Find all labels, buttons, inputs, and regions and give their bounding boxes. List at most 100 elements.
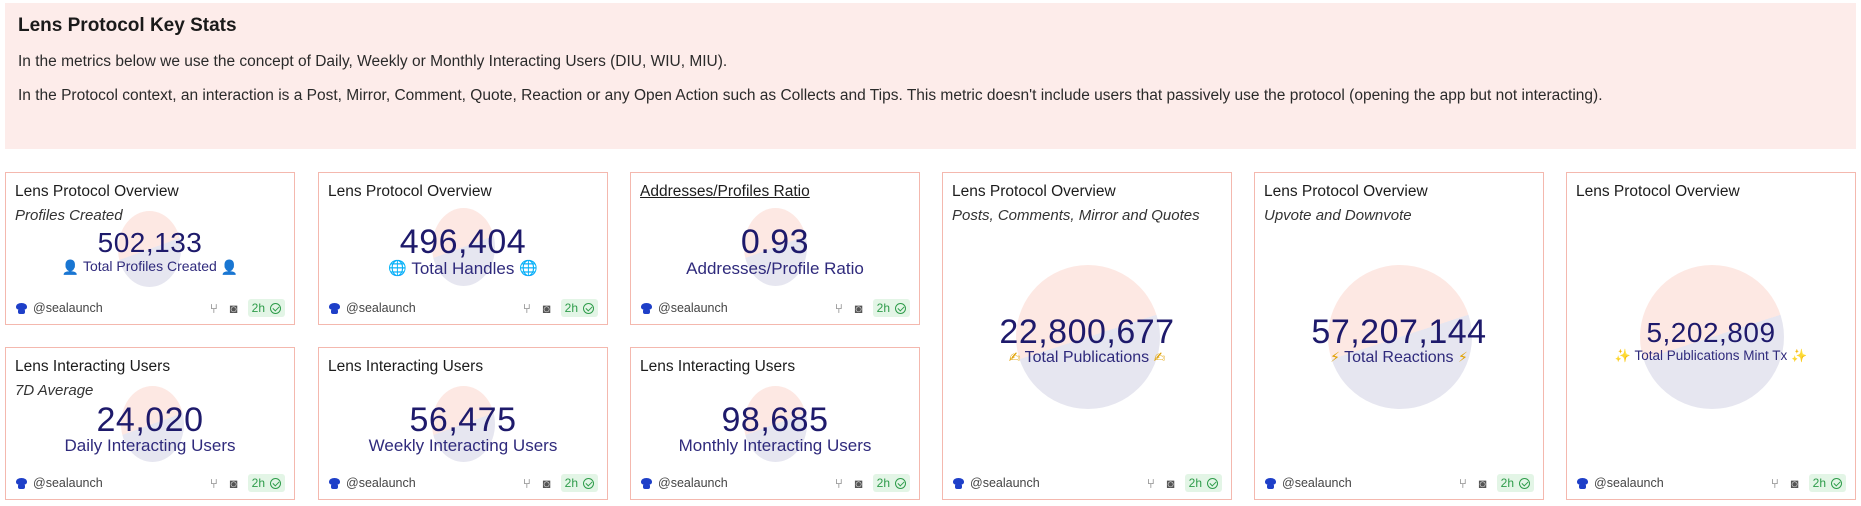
card-footer: @sealaunch ⑂ ◙ 2h	[328, 473, 598, 493]
sealaunch-logo-icon	[640, 302, 653, 314]
sealaunch-logo-icon	[15, 477, 28, 489]
author-handle[interactable]: @sealaunch	[346, 476, 416, 490]
sparkles-icon: ✨	[1791, 348, 1808, 364]
card-addresses-profiles-ratio[interactable]: Addresses/Profiles Ratio 0.93 Addresses/…	[630, 172, 920, 325]
fork-icon[interactable]: ⑂	[1146, 475, 1155, 491]
banner-paragraph-2: In the Protocol context, an interaction …	[18, 87, 1603, 104]
globe-icon: 🌐	[519, 260, 538, 278]
counter-label-row: 👤 Total Profiles Created 👤	[6, 258, 294, 275]
card-total-reactions[interactable]: Lens Protocol Overview Upvote and Downvo…	[1254, 172, 1544, 500]
card-total-publications[interactable]: Lens Protocol Overview Posts, Comments, …	[942, 172, 1232, 500]
writing-hand-icon: ✍	[1153, 349, 1166, 366]
author-handle[interactable]: @sealaunch	[1282, 476, 1352, 490]
author-link[interactable]: @sealaunch	[640, 476, 728, 490]
counter-pie-background	[1016, 265, 1160, 409]
camera-icon[interactable]: ◙	[854, 300, 863, 316]
author-handle[interactable]: @sealaunch	[1594, 476, 1664, 490]
refresh-badge: 2h	[1184, 474, 1222, 492]
refresh-badge: 2h	[247, 474, 285, 492]
counter-pie-background	[1640, 265, 1784, 409]
camera-icon[interactable]: ◙	[542, 475, 551, 491]
author-link[interactable]: @sealaunch	[640, 301, 728, 315]
card-footer: @sealaunch ⑂ ◙ 2h	[15, 473, 285, 493]
card-weekly-interacting-users[interactable]: Lens Interacting Users 56,475 Weekly Int…	[318, 347, 608, 500]
refresh-badge: 2h	[872, 474, 910, 492]
counter-pie-background	[744, 386, 807, 462]
fork-icon[interactable]: ⑂	[209, 475, 218, 491]
card-footer: @sealaunch ⑂ ◙ 2h	[952, 473, 1222, 493]
card-title[interactable]: Lens Protocol Overview	[1576, 183, 1740, 200]
globe-icon: 🌐	[388, 260, 407, 278]
refresh-age: 2h	[876, 476, 890, 490]
card-daily-interacting-users[interactable]: Lens Interacting Users 7D Average 24,020…	[5, 347, 295, 500]
card-title[interactable]: Lens Protocol Overview	[952, 183, 1116, 200]
camera-icon[interactable]: ◙	[854, 475, 863, 491]
fork-icon[interactable]: ⑂	[209, 300, 218, 316]
refresh-badge: 2h	[1808, 474, 1846, 492]
card-title[interactable]: Lens Interacting Users	[15, 358, 171, 375]
camera-icon[interactable]: ◙	[229, 300, 238, 316]
card-total-publications-mint-tx[interactable]: Lens Protocol Overview 5,202,809 ✨ Total…	[1566, 172, 1856, 500]
camera-icon[interactable]: ◙	[1478, 475, 1487, 491]
refresh-age: 2h	[1500, 476, 1514, 490]
sealaunch-logo-icon	[1264, 477, 1277, 489]
counter-value: 22,800,677	[999, 313, 1175, 351]
card-profiles-created[interactable]: Lens Protocol Overview Profiles Created …	[5, 172, 295, 325]
sealaunch-logo-icon	[1576, 477, 1589, 489]
check-circle-icon	[270, 477, 281, 489]
counter-label-row: ✍ Total Publications ✍	[943, 349, 1231, 367]
fork-icon[interactable]: ⑂	[1458, 475, 1467, 491]
card-monthly-interacting-users[interactable]: Lens Interacting Users 98,685 Monthly In…	[630, 347, 920, 500]
author-link[interactable]: @sealaunch	[328, 301, 416, 315]
counter-label: Weekly Interacting Users	[368, 436, 558, 455]
author-handle[interactable]: @sealaunch	[658, 301, 728, 315]
refresh-age: 2h	[564, 476, 578, 490]
counter-pie-background	[1328, 265, 1472, 409]
author-link[interactable]: @sealaunch	[952, 476, 1040, 490]
camera-icon[interactable]: ◙	[1790, 475, 1799, 491]
counter-label: Total Publications Mint Tx	[1634, 348, 1788, 363]
key-stats-banner: Lens Protocol Key Stats In the metrics b…	[5, 3, 1856, 149]
fork-icon[interactable]: ⑂	[834, 475, 843, 491]
fork-icon[interactable]: ⑂	[522, 475, 531, 491]
counter-value: 0.93	[740, 223, 810, 261]
bust-icon: 👤	[220, 258, 239, 275]
author-handle[interactable]: @sealaunch	[33, 476, 103, 490]
counter-label: Addresses/Profile Ratio	[686, 259, 864, 278]
card-title[interactable]: Lens Interacting Users	[328, 358, 484, 375]
fork-icon[interactable]: ⑂	[834, 300, 843, 316]
card-title[interactable]: Lens Protocol Overview	[15, 183, 179, 200]
camera-icon[interactable]: ◙	[542, 300, 551, 316]
bust-icon: 👤	[61, 258, 80, 275]
refresh-age: 2h	[564, 301, 578, 315]
author-link[interactable]: @sealaunch	[328, 476, 416, 490]
card-title[interactable]: Lens Protocol Overview	[328, 183, 492, 200]
counter-label: Total Publications	[1024, 349, 1150, 366]
author-handle[interactable]: @sealaunch	[33, 301, 103, 315]
author-link[interactable]: @sealaunch	[1576, 476, 1664, 490]
camera-icon[interactable]: ◙	[1166, 475, 1175, 491]
counter-pie-background	[118, 211, 181, 287]
camera-icon[interactable]: ◙	[229, 475, 238, 491]
counter-label-row: ✨ Total Publications Mint Tx ✨	[1567, 348, 1855, 364]
refresh-age: 2h	[1812, 476, 1826, 490]
fork-icon[interactable]: ⑂	[1770, 475, 1779, 491]
counter-value: 502,133	[97, 227, 203, 258]
author-handle[interactable]: @sealaunch	[970, 476, 1040, 490]
author-handle[interactable]: @sealaunch	[346, 301, 416, 315]
card-total-handles[interactable]: Lens Protocol Overview 496,404 🌐 Total H…	[318, 172, 608, 325]
author-link[interactable]: @sealaunch	[15, 301, 103, 315]
card-title[interactable]: Lens Interacting Users	[640, 358, 796, 375]
check-circle-icon	[895, 477, 906, 489]
banner-paragraph-1: In the metrics below we use the concept …	[18, 53, 728, 70]
author-link[interactable]: @sealaunch	[1264, 476, 1352, 490]
fork-icon[interactable]: ⑂	[522, 300, 531, 316]
check-circle-icon	[1519, 477, 1530, 489]
card-title-link[interactable]: Addresses/Profiles Ratio	[640, 183, 810, 200]
author-handle[interactable]: @sealaunch	[658, 476, 728, 490]
card-title[interactable]: Lens Protocol Overview	[1264, 183, 1428, 200]
author-link[interactable]: @sealaunch	[15, 476, 103, 490]
counter-value: 57,207,144	[1311, 313, 1487, 351]
counter-label: Total Profiles Created	[82, 258, 217, 274]
counter-label: Total Reactions	[1344, 349, 1454, 366]
